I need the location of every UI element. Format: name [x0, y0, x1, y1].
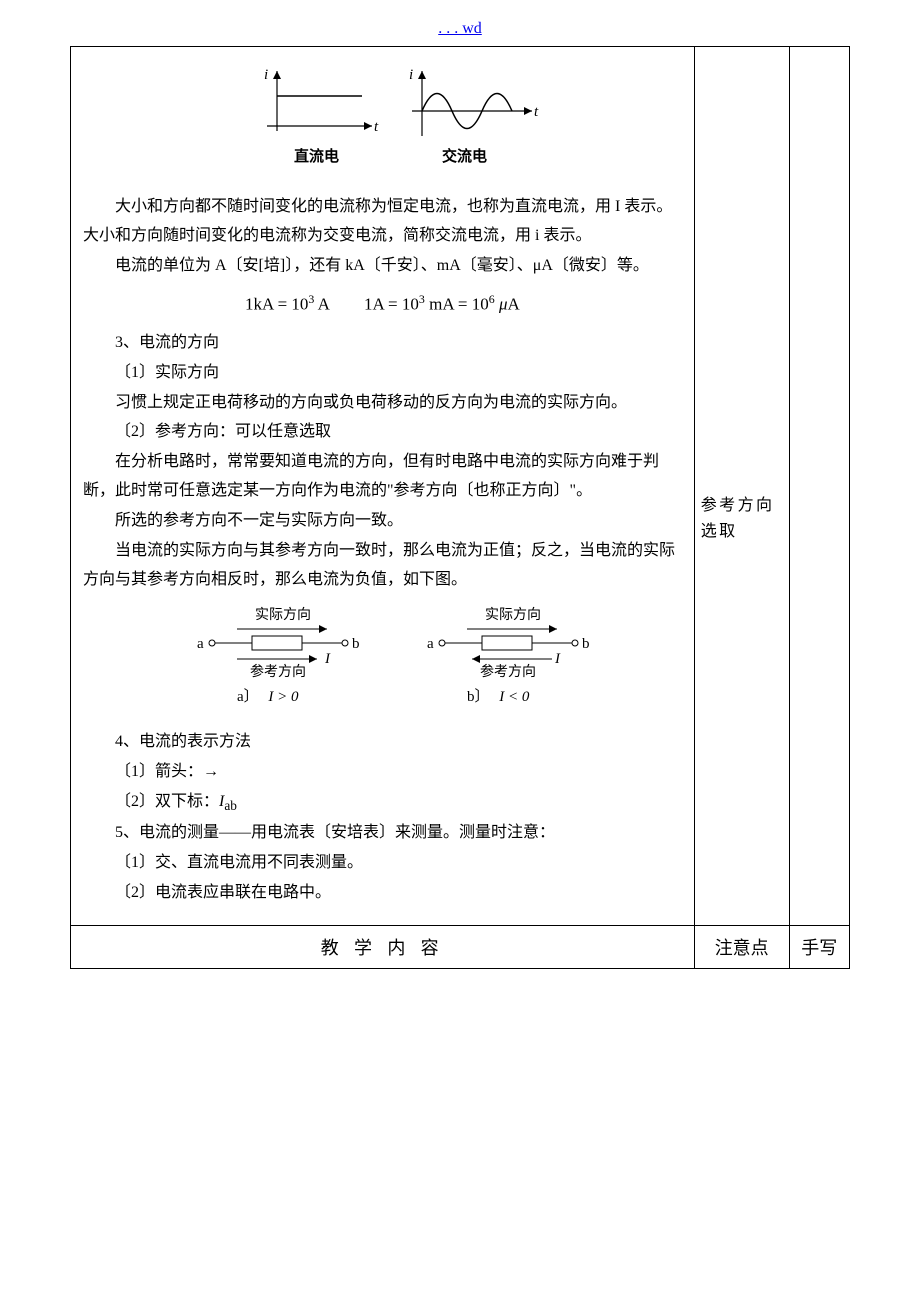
sec3-1: 〔1〕实际方向: [83, 358, 682, 388]
notes-content: 参考方向选取: [695, 47, 789, 550]
para-definition: 大小和方向都不随时间变化的电流称为恒定电流，也称为直流电流，用 I 表示。大小和…: [83, 192, 682, 251]
lesson-table: i t 直流电 i t 交流电: [70, 46, 850, 969]
direction-svg: 实际方向 a b I: [142, 601, 622, 711]
svg-text:b〕 I < 0: b〕 I < 0: [467, 688, 530, 705]
content-row: i t 直流电 i t 交流电: [71, 47, 850, 926]
direction-diagram: 实际方向 a b I: [83, 601, 682, 722]
ac-axis-i-label: i: [409, 67, 413, 83]
actual-label-b: 实际方向: [485, 607, 541, 623]
footer-row: 教 学 内 容 注意点 手写: [71, 926, 850, 969]
case-b-label: b〕: [467, 688, 490, 705]
footer-col3: 手写: [789, 926, 849, 969]
unit-formula: 1kA = 103 A 1A = 103 mA = 106 μA: [83, 288, 682, 320]
footer-col3-text: 手写: [801, 938, 837, 958]
handwrite-cell: [789, 47, 849, 926]
cond-b: I < 0: [499, 689, 531, 705]
actual-label-a: 实际方向: [255, 607, 311, 623]
sec4-2-sub: ab: [224, 798, 237, 813]
i-sym-left: I: [324, 651, 331, 667]
sec3-heading: 3、电流的方向: [83, 328, 682, 358]
current-type-diagram: i t 直流电 i t 交流电: [83, 61, 682, 182]
footer-col2: 注意点: [694, 926, 789, 969]
footer-col1-text: 教 学 内 容: [321, 938, 444, 958]
sec4-1: 〔1〕箭头：→: [83, 757, 682, 787]
footer-col2-text: 注意点: [715, 938, 769, 958]
node-a-left: a: [197, 636, 204, 652]
note-ref-direction: 参考方向选取: [701, 493, 783, 544]
dc-axis-t-label: t: [374, 119, 379, 135]
ref-label-a: 参考方向: [250, 663, 306, 680]
sec4-2: 〔2〕双下标：Iab: [83, 787, 682, 819]
ac-axis-t-label: t: [534, 104, 539, 120]
i-sym-right: I: [554, 651, 561, 667]
ac-label: 交流电: [442, 147, 487, 165]
footer-col1: 教 学 内 容: [71, 926, 695, 969]
node-b-left: b: [352, 636, 360, 652]
sec5-heading: 5、电流的测量——用电流表〔安培表〕来测量。测量时注意：: [83, 818, 682, 848]
node-b-right: b: [582, 636, 590, 652]
header-link[interactable]: . . . wd: [438, 20, 482, 37]
sec3-2: 〔2〕参考方向：可以任意选取: [83, 417, 682, 447]
notes-cell: 参考方向选取: [694, 47, 789, 926]
svg-text:a〕 I > 0: a〕 I > 0: [237, 688, 299, 705]
para-ref-dir-3: 当电流的实际方向与其参考方向一致时，那么电流为正值；反之，当电流的实际方向与其参…: [83, 536, 682, 595]
header-area: . . . wd: [0, 0, 920, 46]
main-content: i t 直流电 i t 交流电: [71, 47, 694, 925]
para-ref-dir-1: 在分析电路时，常常要知道电流的方向，但有时电路中电流的实际方向难于判断，此时常可…: [83, 447, 682, 506]
cond-a: I > 0: [268, 689, 300, 705]
dc-axis-i-label: i: [264, 67, 268, 83]
node-a-right: a: [427, 636, 434, 652]
sec5-2: 〔2〕电流表应串联在电路中。: [83, 878, 682, 908]
sec4-2-pre: 〔2〕双下标：: [115, 793, 219, 810]
para-actual-dir: 习惯上规定正电荷移动的方向或负电荷移动的反方向为电流的实际方向。: [83, 388, 682, 418]
case-a-label: a〕: [237, 688, 259, 705]
dc-label: 直流电: [294, 147, 339, 165]
notes-spacer: [701, 53, 783, 493]
dc-ac-svg: i t 直流电 i t 交流电: [212, 61, 552, 171]
ref-label-b: 参考方向: [480, 663, 536, 680]
sec5-1: 〔1〕交、直流电流用不同表测量。: [83, 848, 682, 878]
main-cell: i t 直流电 i t 交流电: [71, 47, 695, 926]
para-ref-dir-2: 所选的参考方向不一定与实际方向一致。: [83, 506, 682, 536]
sec4-heading: 4、电流的表示方法: [83, 727, 682, 757]
para-units: 电流的单位为 A〔安[培]〕，还有 kA〔千安〕、mA〔毫安〕、μA〔微安〕等。: [83, 251, 682, 281]
